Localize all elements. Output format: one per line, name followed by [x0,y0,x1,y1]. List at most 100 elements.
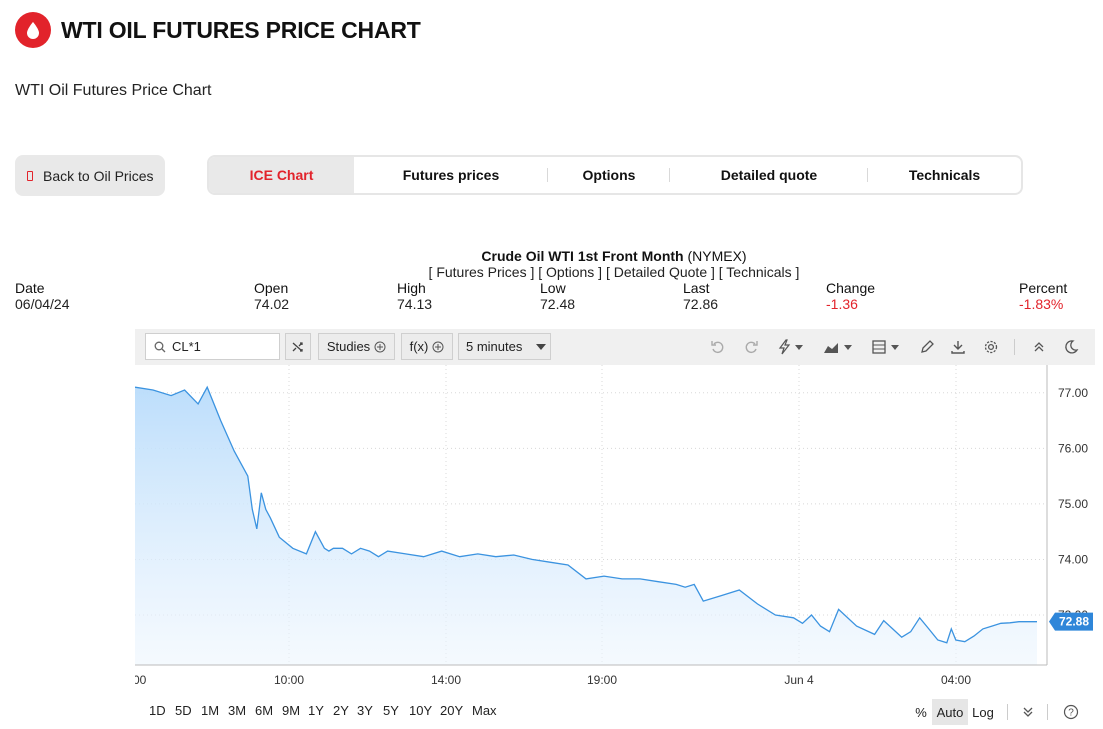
tab-options[interactable]: Options [548,157,670,193]
stat-label: Low [540,280,566,296]
chart-toolbar: CL*1 Studies f(x) 5 minutes [135,329,1095,365]
range-5d[interactable]: 5D [175,703,192,718]
symbol-search-input[interactable]: CL*1 [145,333,280,360]
instrument-links[interactable]: [ Futures Prices ] [ Options ] [ Detaile… [428,264,800,280]
instrument-exchange: (NYMEX) [687,248,747,264]
chart-type-icon[interactable] [821,337,855,357]
range-3y[interactable]: 3Y [357,703,373,718]
range-max[interactable]: Max [472,703,497,718]
back-icon [27,170,33,181]
help-icon[interactable]: ? [1061,699,1081,725]
page-title: WTI OIL FUTURES PRICE CHART [61,16,421,43]
range-5y[interactable]: 5Y [383,703,399,718]
instrument-name: Crude Oil WTI 1st Front Month [481,248,684,264]
svg-text:?: ? [1068,708,1074,719]
tab-ice-chart[interactable]: ICE Chart [209,157,354,193]
range-9m[interactable]: 9M [282,703,301,718]
stat-value: -1.36 [826,296,858,312]
tab-label: Futures prices [402,167,500,183]
range-bar: 1D 5D 1M 3M 6M 9M 1Y 2Y 3Y 5Y 10Y 20Y Max % Auto Log… [135,699,1095,727]
tab-label: Options [582,167,636,183]
plus-circle-icon [432,341,444,352]
y-tick-label: 74.00 [1058,552,1088,566]
back-to-oil-prices-button[interactable]: Back to Oil Prices [15,155,165,196]
expand-icon[interactable] [1017,699,1039,725]
stat-label: Open [254,280,289,296]
tab-detailed-quote[interactable]: Detailed quote [670,157,868,193]
range-1m[interactable]: 1M [201,703,220,718]
tab-label: Detailed quote [720,167,818,183]
undo-icon[interactable] [708,337,728,357]
plus-circle-icon [374,341,386,352]
collapse-icon[interactable] [1029,337,1049,357]
pencil-icon[interactable] [917,337,937,357]
tab-label: Technicals [908,167,981,183]
price-area [135,387,1037,665]
dark-mode-icon[interactable] [1061,337,1081,357]
stat-label: Percent [1019,280,1068,296]
auto-scale-toggle[interactable]: Auto [932,699,968,725]
percent-toggle[interactable]: % [915,704,927,720]
stat-percent: Percent -1.83% [1019,280,1067,312]
back-button-label: Back to Oil Prices [43,167,154,184]
interval-select[interactable]: 5 minutes [458,333,551,360]
range-3m[interactable]: 3M [228,703,247,718]
shuffle-icon [292,341,303,352]
chart-tabs: ICE Chart Futures prices Options Detaile… [207,155,1023,195]
bar-divider [1007,704,1008,720]
interval-value: 5 minutes [466,339,523,354]
oil-drop-icon [15,12,51,48]
x-tick-label: 19:00 [587,673,617,687]
stat-label: High [397,280,426,296]
x-tick-label: 04:00 [941,673,971,687]
price-chart[interactable]: 77.0076.0075.0074.0073.000010:0014:0019:… [135,365,1095,695]
gear-icon[interactable] [981,337,1001,357]
functions-button[interactable]: f(x) [401,333,453,360]
price-line [135,385,1037,644]
range-20y[interactable]: 20Y [440,703,464,718]
stat-value: 72.86 [683,296,719,312]
tab-technicals[interactable]: Technicals [868,157,1021,193]
stat-open: Open 74.02 [254,280,289,312]
lightning-icon[interactable] [775,337,805,357]
compare-button[interactable] [285,333,311,360]
stat-value: 74.13 [397,296,433,312]
stat-high: High 74.13 [397,280,432,312]
download-icon[interactable] [948,337,968,357]
x-tick-label: 14:00 [431,673,461,687]
stat-label: Change [826,280,876,296]
range-10y[interactable]: 10Y [409,703,433,718]
redo-icon[interactable] [741,337,761,357]
toolbar-divider [1014,339,1015,355]
stat-value: 06/04/24 [15,296,70,312]
last-price-label: 72.88 [1059,615,1089,629]
tab-separator [669,168,670,182]
stat-change: Change -1.36 [826,280,875,312]
x-tick-label: 10:00 [274,673,304,687]
instrument-title: Crude Oil WTI 1st Front Month (NYMEX) [0,248,1103,264]
bar-divider [1047,704,1048,720]
range-1d[interactable]: 1D [149,703,166,718]
studies-label: Studies [326,339,371,354]
log-scale-toggle[interactable]: Log [972,704,994,720]
page-subtitle: WTI Oil Futures Price Chart [15,82,212,99]
stat-value: -1.83% [1019,296,1064,312]
stat-value: 72.48 [540,296,576,312]
studies-button[interactable]: Studies [318,333,395,360]
last-price-flag [1049,612,1093,631]
symbol-value: CL*1 [172,339,201,354]
page-header: WTI OIL FUTURES PRICE CHART [15,12,421,48]
range-1y[interactable]: 1Y [308,703,324,718]
stat-low: Low 72.48 [540,280,575,312]
chart-widget: CL*1 Studies f(x) 5 minutes [135,329,1095,729]
y-tick-label: 77.00 [1058,386,1088,400]
range-2y[interactable]: 2Y [333,703,349,718]
x-tick-label: Jun 4 [784,673,814,687]
range-6m[interactable]: 6M [255,703,274,718]
search-icon [154,341,166,352]
layout-icon[interactable] [870,337,902,357]
stat-last: Last 72.86 [683,280,718,312]
stat-date: Date 06/04/24 [15,280,70,312]
tab-separator [867,168,868,182]
tab-futures-prices[interactable]: Futures prices [354,157,548,193]
